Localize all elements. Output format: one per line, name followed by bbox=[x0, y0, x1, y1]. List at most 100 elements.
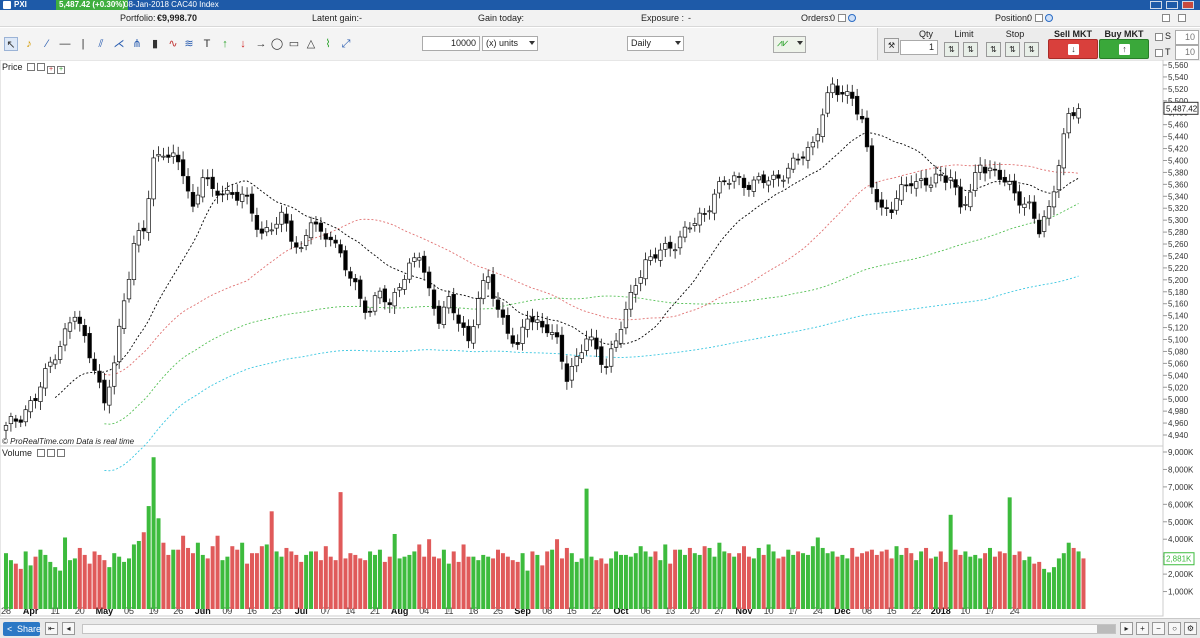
stop-loss-input[interactable]: 10 bbox=[1175, 30, 1199, 45]
vertical-line-icon[interactable]: | bbox=[81, 38, 85, 50]
close-panel-icon[interactable]: + bbox=[47, 66, 56, 74]
maximize-button[interactable] bbox=[1166, 1, 1178, 9]
eraser-icon[interactable]: ▮ bbox=[151, 38, 159, 50]
stop-buy-button[interactable]: ⇅ bbox=[986, 42, 1001, 57]
up-arrow-icon[interactable]: ↑ bbox=[222, 38, 228, 50]
candle-body bbox=[225, 190, 230, 195]
limit-sell-button[interactable]: ⇅ bbox=[963, 42, 978, 57]
volume-bar bbox=[215, 535, 220, 609]
candle-body bbox=[776, 174, 781, 179]
wrench-icon[interactable] bbox=[36, 449, 45, 457]
share-button[interactable]: Share bbox=[3, 622, 41, 636]
close-window-button[interactable] bbox=[1182, 1, 1194, 9]
candle-body bbox=[461, 322, 466, 328]
timeframe-select[interactable]: Daily bbox=[627, 36, 684, 51]
maximize-panel-icon[interactable] bbox=[46, 449, 55, 457]
volume-bar bbox=[92, 551, 97, 609]
scroll-start-button[interactable]: ⇤ bbox=[45, 622, 58, 635]
down-arrow-icon[interactable]: ↓ bbox=[240, 38, 246, 50]
limit-buy-button[interactable]: ⇅ bbox=[944, 42, 959, 57]
andrews-pitchfork-icon[interactable]: ⋔ bbox=[132, 38, 142, 50]
maximize-panel-icon[interactable] bbox=[37, 63, 46, 71]
scroll-right-button[interactable]: ▸ bbox=[1120, 622, 1133, 635]
candle-body bbox=[633, 285, 638, 295]
stop-sell-button[interactable]: ⇅ bbox=[1005, 42, 1020, 57]
volume-bar bbox=[1047, 572, 1052, 609]
stop-alt-button[interactable]: ⇅ bbox=[1024, 42, 1039, 57]
position-icons[interactable] bbox=[1033, 10, 1053, 27]
settings-icon[interactable]: ⚙ bbox=[1184, 622, 1197, 635]
scrollbar-thumb[interactable] bbox=[1097, 625, 1115, 633]
measure-icon[interactable]: ⤢ bbox=[341, 38, 351, 50]
volume-bar bbox=[628, 556, 633, 609]
right-arrow-icon[interactable]: → bbox=[255, 38, 267, 50]
quantity-input[interactable]: 10000 bbox=[422, 36, 480, 51]
candle-body bbox=[33, 398, 38, 402]
channel-icon[interactable]: ⫽ bbox=[98, 38, 104, 50]
add-indicator-icon[interactable]: + bbox=[57, 66, 66, 74]
position-list-icon[interactable] bbox=[1035, 14, 1043, 22]
candle-body bbox=[722, 180, 727, 183]
horizontal-line-icon[interactable]: — bbox=[59, 38, 71, 50]
buy-mkt-button[interactable]: ↑ bbox=[1099, 39, 1149, 59]
units-select[interactable]: (x) units bbox=[482, 36, 538, 51]
ellipse-icon[interactable]: ◯ bbox=[270, 38, 284, 50]
current-price-marker bbox=[1163, 101, 1199, 115]
buy-arrow-icon: ↑ bbox=[1119, 44, 1130, 55]
volume-bar bbox=[761, 554, 766, 609]
sell-mkt-button[interactable]: ↓ bbox=[1048, 39, 1098, 59]
grid-icon[interactable] bbox=[1160, 10, 1170, 27]
time-scrollbar[interactable] bbox=[82, 624, 1116, 634]
candle-body bbox=[471, 326, 476, 344]
volume-bar bbox=[136, 540, 141, 609]
take-profit-checkbox[interactable] bbox=[1155, 49, 1163, 57]
volume-bar bbox=[687, 547, 692, 609]
candle-body bbox=[791, 157, 796, 170]
stop-loss-checkbox[interactable] bbox=[1155, 33, 1163, 41]
triangle-icon[interactable]: △ bbox=[306, 38, 316, 50]
volume-bar bbox=[712, 556, 717, 609]
orders-refresh-icon[interactable] bbox=[848, 14, 856, 22]
candle-body bbox=[53, 359, 58, 365]
qty-label: Qty bbox=[918, 29, 933, 39]
qty-input[interactable]: 1 bbox=[900, 40, 938, 55]
fibonacci-icon[interactable]: ∿ bbox=[168, 38, 178, 50]
wrench-icon[interactable]: ⚒ bbox=[884, 38, 899, 53]
chart-area[interactable]: 5,5605,5405,5205,5005,4805,4605,4405,420… bbox=[0, 60, 1200, 618]
candle-body bbox=[205, 177, 210, 180]
rectangle-icon[interactable]: ▭ bbox=[288, 38, 300, 50]
date-tick-label: 05 bbox=[124, 606, 134, 616]
volume-bar bbox=[904, 547, 909, 609]
fan-icon[interactable]: ⋌ bbox=[113, 38, 125, 50]
indicators-button[interactable]: ⩘⩗ bbox=[773, 36, 806, 53]
cursor-icon[interactable]: ↖ bbox=[4, 37, 18, 51]
price-tick-label: 5,520 bbox=[1168, 85, 1189, 94]
zoom-in-icon[interactable]: + bbox=[1136, 622, 1149, 635]
retracement-icon[interactable]: ≋ bbox=[184, 38, 194, 50]
volume-bar bbox=[171, 549, 176, 609]
minimize-button[interactable] bbox=[1150, 1, 1162, 9]
zoom-out-icon[interactable]: − bbox=[1152, 622, 1165, 635]
volume-panel-title: Volume bbox=[2, 448, 33, 458]
candle-body bbox=[505, 314, 510, 334]
candle-body bbox=[569, 366, 574, 381]
volume-bar bbox=[648, 556, 653, 609]
orders-icons[interactable] bbox=[836, 10, 856, 27]
date-tick-label: 09 bbox=[222, 606, 232, 616]
scroll-left-button[interactable]: ◂ bbox=[62, 622, 75, 635]
volume-bar bbox=[845, 558, 850, 609]
position-refresh-icon[interactable] bbox=[1045, 14, 1053, 22]
wrench-icon[interactable] bbox=[27, 63, 36, 71]
take-profit-input[interactable]: 10 bbox=[1175, 45, 1199, 60]
window-list-icon[interactable] bbox=[1176, 10, 1186, 27]
zoom-reset-icon[interactable]: ○ bbox=[1168, 622, 1181, 635]
pattern-icon[interactable]: ⌇ bbox=[325, 38, 331, 50]
text-tool-icon[interactable]: T bbox=[203, 38, 211, 50]
volume-axis: 9,000K8,000K7,000K6,000K5,000K4,000K3,00… bbox=[1163, 448, 1194, 597]
alert-bell-icon[interactable]: ♪ bbox=[26, 38, 32, 50]
orders-list-icon[interactable] bbox=[838, 14, 846, 22]
ma50-line bbox=[104, 163, 1079, 376]
current-volume-label: 2,881K bbox=[1166, 555, 1192, 564]
close-panel-icon[interactable] bbox=[56, 449, 65, 457]
trendline-icon[interactable]: ⁄ bbox=[46, 38, 48, 50]
